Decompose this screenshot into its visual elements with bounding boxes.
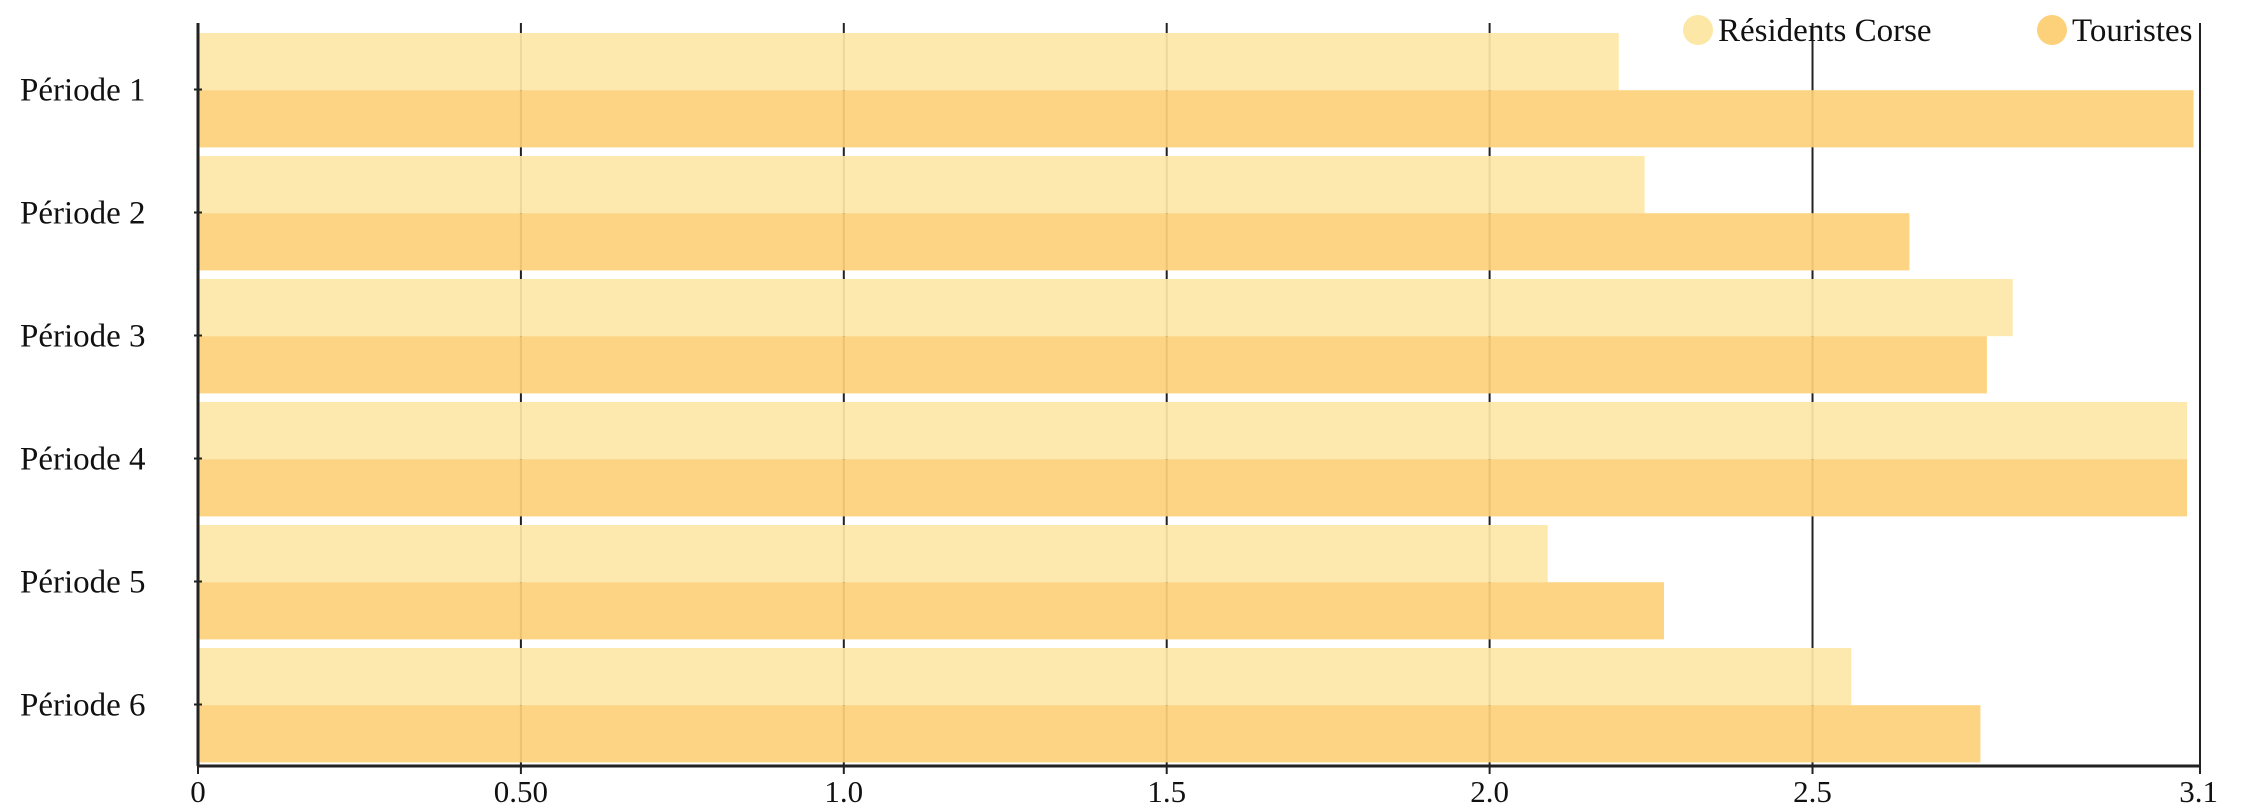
category-label-periode-3: Période 3 [20, 319, 146, 355]
bars [198, 33, 2194, 763]
x-tick-label-5: 2.5 [1793, 774, 1832, 809]
bar-residents-corse-periode-2[interactable] [198, 156, 1645, 214]
bar-residents-corse-periode-1[interactable] [198, 33, 1619, 91]
bar-touristes-periode-4[interactable] [198, 459, 2188, 517]
legend-marker-touristes [2037, 15, 2067, 45]
x-tick-label-2: 1.0 [824, 774, 863, 809]
bar-residents-corse-periode-4[interactable] [198, 402, 2188, 460]
bar-residents-corse-periode-3[interactable] [198, 279, 2013, 337]
x-tick-label-1: 0.50 [494, 774, 548, 809]
legend-label-residents-corse: Résidents Corse [1718, 13, 1932, 49]
bar-touristes-periode-6[interactable] [198, 705, 1981, 763]
bar-residents-corse-periode-6[interactable] [198, 648, 1852, 706]
category-label-periode-2: Période 2 [20, 196, 146, 232]
legend-label-touristes: Touristes [2072, 13, 2193, 49]
legend-marker-residents-corse [1683, 15, 1713, 45]
x-tick-label-6: 3.1 [2179, 774, 2218, 809]
x-tick-label-0: 0 [190, 774, 206, 809]
bar-residents-corse-periode-5[interactable] [198, 525, 1548, 583]
bar-touristes-periode-3[interactable] [198, 336, 1987, 394]
x-tick-label-4: 2.0 [1470, 774, 1509, 809]
axes: Période 1 Période 2 Période 3 Période 4 Péri… [20, 23, 2218, 809]
bar-touristes-periode-2[interactable] [198, 213, 1910, 271]
category-label-periode-5: Période 5 [20, 565, 146, 601]
category-label-periode-1: Période 1 [20, 73, 146, 109]
bar-touristes-periode-5[interactable] [198, 582, 1664, 640]
category-label-periode-4: Période 4 [20, 442, 146, 478]
bar-touristes-periode-1[interactable] [198, 90, 2194, 148]
x-tick-label-3: 1.5 [1147, 774, 1186, 809]
category-label-periode-6: Période 6 [20, 688, 146, 724]
legend: Résidents Corse Touristes [1683, 13, 2193, 49]
